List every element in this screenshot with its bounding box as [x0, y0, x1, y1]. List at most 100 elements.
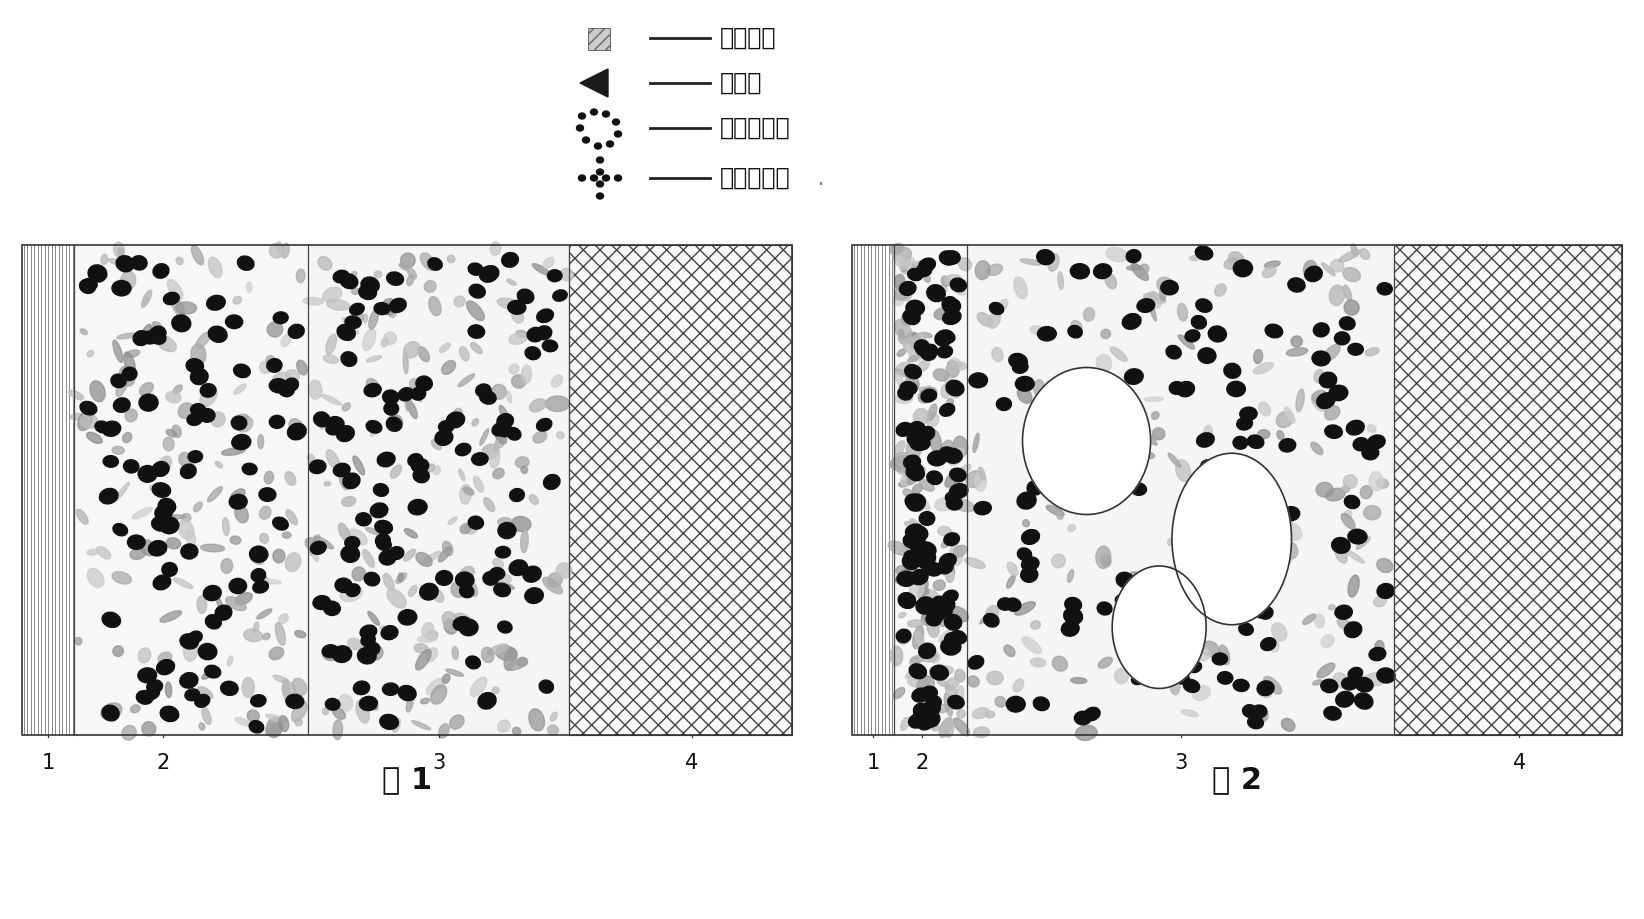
Ellipse shape: [1023, 519, 1029, 527]
Ellipse shape: [1157, 278, 1174, 293]
Ellipse shape: [521, 529, 528, 552]
Ellipse shape: [163, 515, 186, 519]
Ellipse shape: [496, 414, 513, 428]
Ellipse shape: [919, 694, 934, 702]
Ellipse shape: [495, 547, 511, 558]
Ellipse shape: [1343, 475, 1356, 488]
Ellipse shape: [1177, 303, 1187, 321]
Ellipse shape: [1217, 483, 1233, 490]
Ellipse shape: [546, 396, 569, 412]
Ellipse shape: [1174, 526, 1190, 539]
Ellipse shape: [935, 497, 957, 511]
Ellipse shape: [1106, 247, 1128, 262]
Ellipse shape: [939, 718, 952, 737]
Ellipse shape: [284, 378, 299, 391]
Ellipse shape: [496, 646, 518, 661]
Ellipse shape: [247, 282, 252, 292]
Ellipse shape: [368, 310, 378, 329]
Ellipse shape: [1156, 661, 1167, 670]
Ellipse shape: [480, 391, 496, 404]
Ellipse shape: [449, 715, 464, 729]
Ellipse shape: [398, 388, 414, 401]
Ellipse shape: [1023, 368, 1151, 515]
Ellipse shape: [1013, 361, 1028, 373]
Ellipse shape: [1345, 622, 1361, 638]
Ellipse shape: [199, 723, 206, 730]
Ellipse shape: [958, 257, 972, 271]
Ellipse shape: [922, 648, 935, 658]
Ellipse shape: [947, 361, 960, 378]
Ellipse shape: [1097, 546, 1111, 569]
Ellipse shape: [511, 375, 526, 388]
Bar: [852, 245, 1623, 735]
Ellipse shape: [1315, 614, 1325, 628]
Ellipse shape: [334, 270, 349, 283]
Ellipse shape: [404, 388, 411, 411]
Text: 1: 1: [41, 753, 54, 773]
Ellipse shape: [1037, 250, 1054, 265]
Ellipse shape: [490, 568, 505, 580]
Ellipse shape: [473, 476, 483, 493]
Ellipse shape: [955, 289, 965, 295]
Ellipse shape: [896, 362, 912, 377]
Ellipse shape: [496, 424, 511, 437]
Ellipse shape: [1175, 575, 1189, 590]
Ellipse shape: [1228, 252, 1245, 267]
Ellipse shape: [352, 567, 365, 581]
Ellipse shape: [903, 534, 921, 549]
Ellipse shape: [1052, 554, 1065, 568]
Ellipse shape: [906, 557, 912, 570]
Ellipse shape: [926, 696, 942, 709]
Ellipse shape: [1004, 645, 1014, 656]
Ellipse shape: [508, 301, 526, 314]
Ellipse shape: [113, 398, 130, 413]
Ellipse shape: [424, 280, 436, 292]
Ellipse shape: [536, 326, 552, 340]
Ellipse shape: [932, 605, 945, 616]
Ellipse shape: [917, 580, 929, 598]
Ellipse shape: [903, 309, 921, 324]
Ellipse shape: [1078, 406, 1097, 421]
Ellipse shape: [421, 253, 436, 270]
Bar: [21, 245, 792, 735]
Ellipse shape: [1335, 606, 1353, 619]
Ellipse shape: [1330, 285, 1345, 305]
Ellipse shape: [1175, 539, 1190, 552]
Ellipse shape: [289, 419, 302, 432]
Ellipse shape: [404, 550, 416, 561]
Ellipse shape: [907, 268, 922, 280]
Ellipse shape: [133, 331, 150, 346]
Ellipse shape: [937, 680, 949, 686]
Ellipse shape: [1279, 438, 1295, 452]
Ellipse shape: [187, 450, 202, 462]
Ellipse shape: [403, 342, 419, 357]
Ellipse shape: [375, 302, 390, 314]
Ellipse shape: [1067, 391, 1085, 404]
Ellipse shape: [917, 550, 935, 566]
Ellipse shape: [954, 545, 967, 557]
Ellipse shape: [615, 131, 621, 137]
Ellipse shape: [521, 365, 531, 383]
Ellipse shape: [1093, 264, 1111, 278]
Ellipse shape: [353, 456, 365, 475]
Ellipse shape: [1057, 445, 1074, 460]
Ellipse shape: [442, 612, 459, 631]
Ellipse shape: [1258, 430, 1269, 439]
Ellipse shape: [544, 474, 561, 490]
Ellipse shape: [888, 541, 909, 555]
Ellipse shape: [398, 686, 416, 700]
Ellipse shape: [176, 257, 182, 265]
Ellipse shape: [1317, 482, 1333, 497]
Ellipse shape: [263, 633, 270, 640]
Ellipse shape: [1055, 401, 1072, 414]
Ellipse shape: [922, 386, 932, 399]
Ellipse shape: [1026, 456, 1042, 471]
Ellipse shape: [939, 629, 955, 641]
Ellipse shape: [196, 333, 210, 348]
Ellipse shape: [467, 301, 485, 321]
Ellipse shape: [367, 379, 380, 392]
Ellipse shape: [1083, 708, 1100, 720]
Ellipse shape: [919, 258, 935, 272]
Ellipse shape: [385, 402, 398, 415]
Ellipse shape: [950, 445, 958, 452]
